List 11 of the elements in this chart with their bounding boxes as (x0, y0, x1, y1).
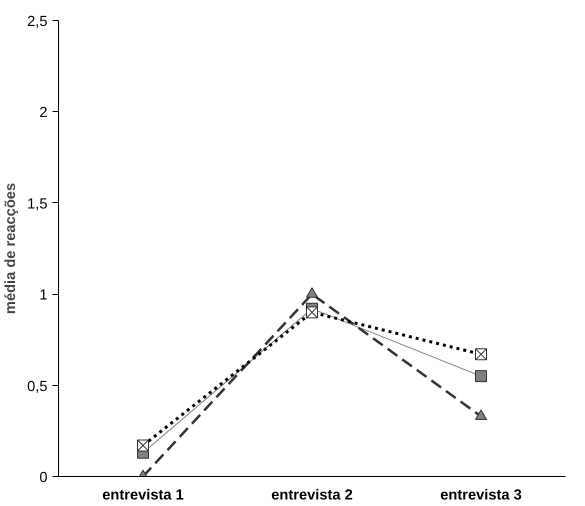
y-tick-label: 1 (39, 288, 48, 304)
y-tick-label: 0,5 (27, 378, 48, 395)
x-tick-label: entrevista 2 (271, 488, 353, 504)
x-tick-label: entrevista 3 (440, 488, 522, 504)
y-tick-label: 0 (39, 470, 48, 486)
y-tick-label: 2 (39, 105, 48, 122)
y-axis-title: média de reacções (3, 182, 20, 314)
y-tick-label: 2,5 (27, 14, 48, 30)
y-tick-label: 1,5 (27, 196, 48, 212)
point (475, 370, 487, 382)
x-tick-label: entrevista 1 (102, 488, 184, 504)
